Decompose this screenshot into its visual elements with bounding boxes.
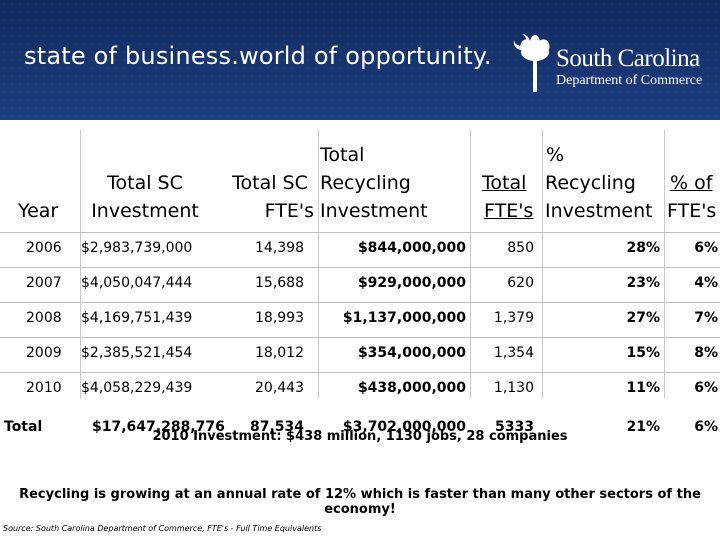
palmetto-tree-icon bbox=[513, 34, 550, 92]
cell-pct-fte: 8% bbox=[694, 345, 718, 361]
cell-pct-fte: 6% bbox=[694, 240, 718, 256]
cell-year: 2008 bbox=[26, 310, 62, 326]
header-banner: state of business.world of opportunity. … bbox=[0, 0, 720, 120]
header-total-fte-line1: Total bbox=[482, 172, 527, 194]
total-pct-fte: 6% bbox=[694, 419, 718, 435]
header-year: Year bbox=[18, 200, 59, 222]
cell-rec-investment: $1,137,000,000 bbox=[342, 310, 466, 326]
total-label: Total bbox=[4, 419, 43, 435]
tagline: state of business.world of opportunity. bbox=[24, 42, 492, 70]
cell-rec-fte: 1,130 bbox=[493, 380, 534, 396]
cell-sc-fte: 15,688 bbox=[255, 275, 304, 291]
row-divider bbox=[0, 372, 720, 373]
total-sc-investment: $17,647,288,776 bbox=[92, 419, 225, 435]
header-total-sc-investment-line1: Total SC bbox=[107, 172, 183, 194]
cell-rec-investment: $929,000,000 bbox=[357, 275, 466, 291]
cell-year: 2007 bbox=[26, 275, 62, 291]
header-pct-recycling-line2: Recycling bbox=[545, 172, 636, 194]
header-pct-recycling-line3: Investment bbox=[545, 200, 653, 222]
cell-pct-inv: 11% bbox=[626, 380, 660, 396]
column-divider bbox=[470, 130, 471, 398]
cell-rec-investment: $844,000,000 bbox=[357, 240, 466, 256]
total-sc-fte: 87,534 bbox=[249, 419, 304, 435]
header-total-sc-fte-line2: FTE's bbox=[264, 200, 314, 222]
column-divider bbox=[664, 130, 665, 398]
cell-sc-fte: 20,443 bbox=[255, 380, 304, 396]
growth-note: Recycling is growing at an annual rate o… bbox=[19, 487, 701, 517]
row-divider bbox=[0, 267, 720, 268]
header-total-sc-investment-line2: Investment bbox=[91, 200, 199, 222]
logo-sub-text: Department of Commerce bbox=[556, 73, 703, 88]
row-divider bbox=[0, 302, 720, 303]
cell-pct-inv: 27% bbox=[626, 310, 660, 326]
total-rec-investment: $3,702,000,000 bbox=[342, 419, 466, 435]
total-rec-fte: 5333 bbox=[495, 419, 534, 435]
cell-rec-fte: 620 bbox=[507, 275, 534, 291]
cell-sc-investment: $4,050,047,444 bbox=[81, 275, 193, 291]
cell-pct-inv: 23% bbox=[626, 275, 660, 291]
header-recycling-investment-line1: Total bbox=[320, 144, 365, 166]
column-divider bbox=[318, 130, 319, 398]
header-pct-fte-line2: FTE's bbox=[667, 200, 717, 222]
cell-rec-investment: $438,000,000 bbox=[357, 380, 466, 396]
cell-year: 2010 bbox=[26, 380, 62, 396]
cell-pct-fte: 4% bbox=[694, 275, 718, 291]
cell-rec-fte: 1,379 bbox=[493, 310, 534, 326]
cell-rec-fte: 850 bbox=[507, 240, 534, 256]
cell-pct-inv: 15% bbox=[626, 345, 660, 361]
cell-pct-inv: 28% bbox=[626, 240, 660, 256]
header-recycling-investment-line2: Recycling bbox=[320, 172, 411, 194]
cell-sc-fte: 18,012 bbox=[255, 345, 304, 361]
cell-sc-investment: $2,983,739,000 bbox=[81, 240, 193, 256]
logo: South Carolina Department of Commerce bbox=[556, 46, 702, 90]
cell-rec-investment: $354,000,000 bbox=[357, 345, 466, 361]
column-divider bbox=[80, 130, 81, 398]
row-divider bbox=[0, 337, 720, 338]
cell-rec-fte: 1,354 bbox=[493, 345, 534, 361]
header-total-fte-line2: FTE's bbox=[484, 200, 534, 222]
cell-sc-investment: $2,385,521,454 bbox=[81, 345, 193, 361]
total-pct-inv: 21% bbox=[626, 419, 660, 435]
header-total-sc-fte-line1: Total SC bbox=[232, 172, 308, 194]
source-note: Source: South Carolina Department of Com… bbox=[3, 524, 322, 533]
column-divider bbox=[542, 130, 543, 398]
cell-pct-fte: 6% bbox=[694, 380, 718, 396]
cell-sc-investment: $4,058,229,439 bbox=[81, 380, 193, 396]
header-pct-fte-line1: % of bbox=[670, 172, 713, 194]
header-pct-recycling-line1: % bbox=[546, 144, 565, 166]
header-recycling-investment-line3: Investment bbox=[320, 200, 428, 222]
cell-sc-investment: $4,169,751,439 bbox=[81, 310, 193, 326]
cell-year: 2006 bbox=[26, 240, 62, 256]
cell-sc-fte: 14,398 bbox=[255, 240, 304, 256]
cell-year: 2009 bbox=[26, 345, 62, 361]
cell-sc-fte: 18,993 bbox=[255, 310, 304, 326]
row-divider bbox=[0, 232, 720, 233]
logo-main-text: South Carolina bbox=[556, 45, 700, 72]
investment-note: 2010 Investment: $438 million, 1130 jobs… bbox=[152, 429, 568, 444]
cell-pct-fte: 7% bbox=[694, 310, 718, 326]
